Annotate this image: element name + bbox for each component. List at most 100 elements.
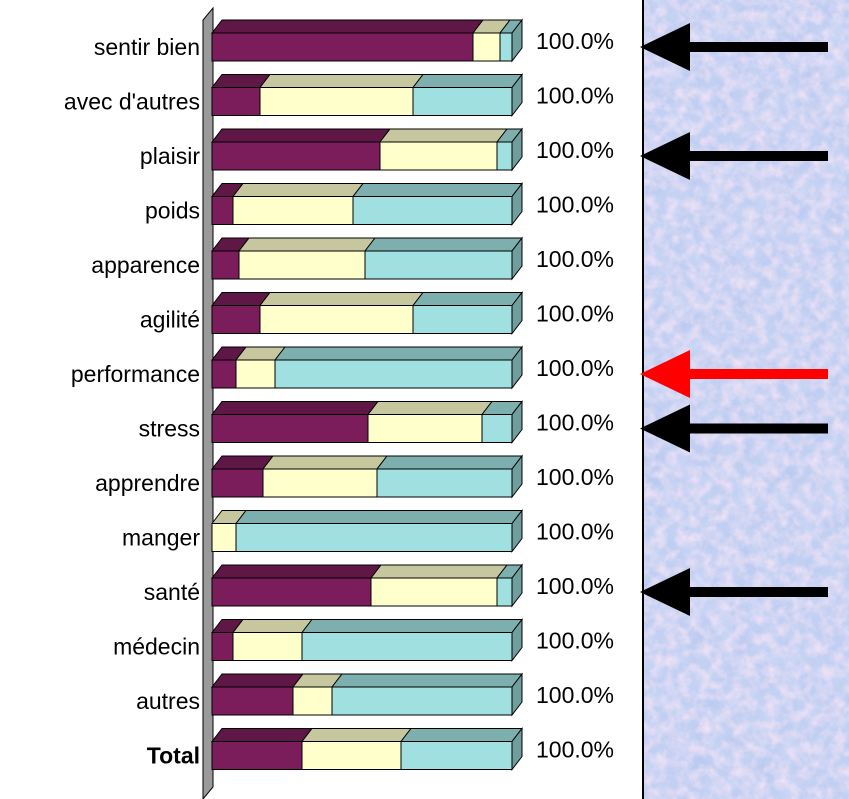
bar-segment <box>352 196 513 225</box>
bar-row <box>210 291 524 335</box>
bar-end-face <box>511 236 523 281</box>
bar-end-face <box>511 18 523 63</box>
bar-segment <box>211 87 261 116</box>
bar-segment <box>211 414 369 443</box>
bar-segment <box>211 250 240 280</box>
bar-row <box>210 672 524 717</box>
data-label: 100.0% <box>536 192 614 218</box>
bar-segment <box>331 686 513 716</box>
arrow-icon <box>640 350 828 398</box>
bar-segment-top <box>411 292 524 306</box>
bar-segment <box>211 196 234 225</box>
bar-segment-top <box>261 455 389 470</box>
bar-row <box>210 73 524 117</box>
bar-segment-top <box>210 564 383 579</box>
bar-segment-top <box>300 619 524 633</box>
data-label: 100.0% <box>536 573 614 599</box>
category-label: santé <box>144 579 200 605</box>
bar-end-face <box>511 127 523 172</box>
bar-segment <box>481 414 513 443</box>
arrow-icon <box>640 23 828 71</box>
bar-segment <box>379 141 498 171</box>
bar-segment <box>370 577 498 607</box>
bar-end-face <box>511 672 523 717</box>
data-label: 100.0% <box>536 355 614 381</box>
category-label: performance <box>71 361 200 387</box>
bar-segment <box>496 141 513 171</box>
bar-row <box>210 400 524 444</box>
bar-row <box>210 509 524 553</box>
bar-segment <box>496 577 513 607</box>
data-label: 100.0% <box>536 628 614 654</box>
annotation-arrows <box>640 23 828 616</box>
bar-end-face <box>511 454 523 499</box>
data-label: 100.0% <box>536 682 614 708</box>
bar-segment <box>274 359 513 389</box>
category-axis <box>202 6 214 799</box>
data-label: 100.0% <box>536 137 614 163</box>
bar-segment <box>211 32 474 62</box>
bar-segment-top <box>330 673 524 688</box>
category-label: avec d'autres <box>64 89 200 115</box>
bar-segment-top <box>258 74 425 88</box>
bar-segment <box>262 468 378 498</box>
bar-segment <box>232 632 303 661</box>
bar-row <box>210 454 524 499</box>
category-label: apprendre <box>95 470 200 496</box>
bar-segment <box>211 468 264 498</box>
bar-end-face <box>511 563 523 608</box>
category-label: manger <box>122 525 200 551</box>
data-label: 100.0% <box>536 519 614 545</box>
axis-wall <box>202 6 214 799</box>
bar-end-face <box>511 618 523 662</box>
bar-segment-top <box>231 619 314 633</box>
bar-segment <box>292 686 333 716</box>
bar-segment-top <box>210 455 275 470</box>
bar-segment-top <box>273 346 524 361</box>
bar-segment <box>301 741 402 770</box>
bar-segment-top <box>237 237 377 252</box>
bar-segment <box>211 305 261 334</box>
category-label: plaisir <box>140 143 200 169</box>
bar-segment <box>400 741 513 770</box>
data-label: 100.0% <box>536 737 614 763</box>
category-label: agilité <box>140 307 200 333</box>
bar-row <box>210 236 524 281</box>
bar-segment <box>211 141 381 171</box>
bar-segment-top <box>210 128 392 143</box>
data-label: 100.0% <box>536 410 614 436</box>
bar-row <box>210 563 524 608</box>
bars <box>210 18 524 771</box>
bar-segment-top <box>375 455 524 470</box>
bar-row <box>210 127 524 172</box>
bar-segment <box>367 414 483 443</box>
bar-segment-top <box>258 292 425 306</box>
bar-segment-top <box>411 74 524 88</box>
bar-row <box>210 345 524 390</box>
bar-segment-top <box>378 128 509 143</box>
bar-end-face <box>511 182 523 226</box>
labels: sentir bien 100.0% avec d'autres 100.0% plai… <box>64 28 614 769</box>
bar-segment <box>211 359 237 389</box>
bar-segment <box>211 741 303 770</box>
bar-row <box>210 618 524 662</box>
bar-segment <box>238 250 366 280</box>
bar-segment-top <box>369 564 509 579</box>
bar-end-face <box>511 345 523 390</box>
bar-end-face <box>511 291 523 335</box>
bar-segment <box>232 196 354 225</box>
arrow-icon <box>640 568 828 616</box>
bar-segment <box>412 305 513 334</box>
data-label: 100.0% <box>536 301 614 327</box>
marble-side-panel <box>642 0 849 799</box>
bar-segment <box>412 87 513 116</box>
category-label: Total <box>147 743 200 769</box>
bar-segment <box>235 359 276 389</box>
bar-segment-top <box>363 237 524 252</box>
bar-segment <box>259 87 414 116</box>
bar-segment-top <box>210 401 380 415</box>
arrow-icon <box>640 404 828 453</box>
bar-row <box>210 182 524 226</box>
